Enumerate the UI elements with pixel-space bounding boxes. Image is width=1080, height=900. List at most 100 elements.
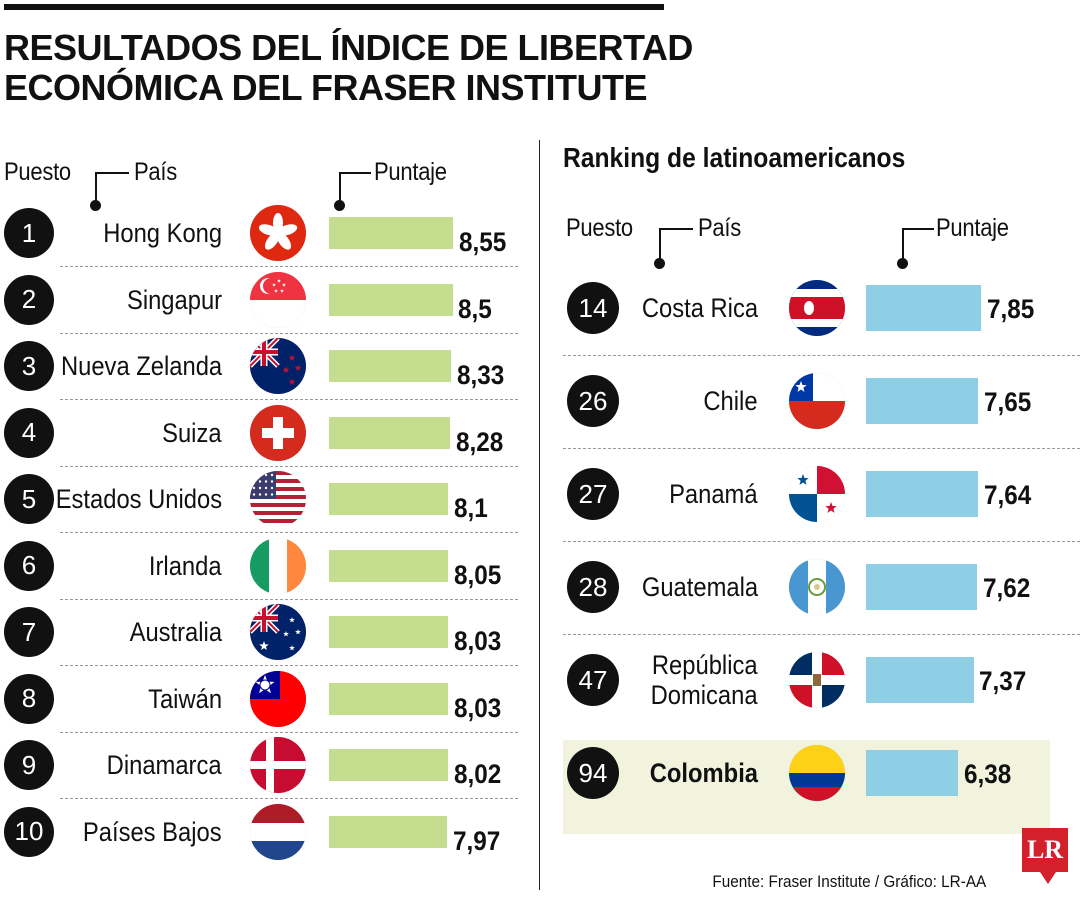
row-separator <box>563 447 1080 449</box>
country-label-line: Domicana <box>651 680 758 710</box>
row-separator <box>563 354 1080 356</box>
hong-kong-flag-icon <box>250 205 306 261</box>
right-country-leader-dot <box>654 258 665 269</box>
panama-flag-icon <box>789 466 845 522</box>
guatemala-flag-icon <box>789 559 845 615</box>
score-bar <box>329 616 448 648</box>
country-label: Panamá <box>669 479 758 509</box>
left-header-country: País <box>134 158 177 186</box>
rank-badge: 2 <box>4 274 54 325</box>
latam-ranking-title: Ranking de latinoamericanos <box>563 142 906 173</box>
score-value: 8,05 <box>453 559 502 590</box>
score-value: 8,1 <box>454 493 489 523</box>
row-separator <box>60 399 518 401</box>
taiwan-flag-icon <box>250 670 306 727</box>
source-credit: Fuente: Fraser Institute / Gráfico: LR-A… <box>712 872 986 891</box>
score-value: 8,03 <box>453 692 501 723</box>
score-bar <box>329 682 448 715</box>
rank-badge: 8 <box>4 673 54 724</box>
right-header-rank: Puesto <box>566 214 633 242</box>
score-bar <box>866 657 974 703</box>
right-score-leader-dot <box>897 258 908 269</box>
country-label: Dinamarca <box>107 750 222 780</box>
score-value: 7,62 <box>983 573 1031 603</box>
chile-flag-icon <box>789 373 845 429</box>
rank-badge: 4 <box>4 407 54 458</box>
lr-logo: LR <box>1022 828 1068 872</box>
score-bar <box>329 283 453 316</box>
left-country-leader-dot <box>90 200 101 211</box>
score-bar <box>329 749 448 781</box>
right-header-country: País <box>698 214 741 242</box>
title-line-1: RESULTADOS DEL ÍNDICE DE LIBERTAD <box>4 27 693 68</box>
row-separator <box>60 532 518 534</box>
score-value: 8,02 <box>453 759 501 789</box>
rank-badge: 94 <box>567 747 619 799</box>
right-header-score: Puntaje <box>936 214 1009 242</box>
country-label: Chile <box>703 386 758 416</box>
rank-badge: 1 <box>4 208 54 258</box>
score-value: 7,65 <box>983 387 1032 417</box>
row-separator <box>60 598 518 600</box>
score-bar <box>329 350 451 382</box>
row-separator <box>563 633 1080 635</box>
row-separator <box>60 266 518 268</box>
country-label: República Domicana <box>651 650 758 710</box>
usa-flag-icon <box>250 471 306 527</box>
score-value: 7,37 <box>979 666 1027 696</box>
score-bar <box>329 416 451 449</box>
score-value: 8,55 <box>459 227 507 257</box>
score-value: 8,5 <box>458 293 493 324</box>
score-value: 8,03 <box>453 626 501 656</box>
column-divider <box>539 140 540 890</box>
row-separator <box>60 465 518 467</box>
switzerland-flag-icon <box>250 404 306 461</box>
country-label: Hong Kong <box>103 218 222 248</box>
country-label: Nueva Zelanda <box>60 351 222 381</box>
row-separator <box>60 731 518 733</box>
country-label: Irlanda <box>149 550 222 581</box>
left-country-leader <box>95 172 129 204</box>
row-separator <box>60 665 518 667</box>
country-label: Costa Rica <box>641 293 758 323</box>
costa-rica-flag-icon <box>789 280 845 336</box>
left-header-score: Puntaje <box>374 158 447 186</box>
right-country-leader <box>659 228 693 262</box>
top-rule <box>4 4 664 10</box>
score-value: 8,33 <box>456 360 505 390</box>
lr-logo-tail <box>1040 872 1056 884</box>
rank-badge: 7 <box>4 607 54 657</box>
country-label: Taiwán <box>148 683 222 714</box>
dominican-republic-flag-icon <box>789 652 845 708</box>
score-bar <box>329 217 453 249</box>
new-zealand-flag-icon <box>250 338 306 394</box>
country-label: Suiza <box>162 417 222 448</box>
score-value: 6,38 <box>964 759 1012 789</box>
rank-badge: 3 <box>4 341 54 391</box>
left-header-rank: Puesto <box>4 158 71 186</box>
score-value: 7,97 <box>453 825 501 856</box>
left-score-leader <box>339 172 371 204</box>
rank-badge: 27 <box>567 468 619 520</box>
score-bar <box>866 378 978 424</box>
score-value: 7,64 <box>983 480 1032 510</box>
country-label: Estados Unidos <box>55 484 222 514</box>
netherlands-flag-icon <box>250 803 306 860</box>
score-bar <box>329 483 449 515</box>
country-label: Países Bajos <box>83 816 222 847</box>
country-label: Guatemala <box>641 572 758 602</box>
right-score-leader <box>902 228 934 262</box>
country-label: Australia <box>129 617 222 647</box>
rank-badge: 6 <box>4 540 54 591</box>
score-bar <box>866 285 981 331</box>
rank-badge: 14 <box>567 282 619 334</box>
denmark-flag-icon <box>250 737 306 793</box>
row-separator <box>60 332 518 334</box>
left-score-leader-dot <box>334 200 345 211</box>
score-bar <box>329 815 447 848</box>
row-separator <box>60 798 518 800</box>
title-line-2: ECONÓMICA DEL FRASER INSTITUTE <box>4 67 648 108</box>
country-label: Singapur <box>126 284 222 315</box>
page-title: RESULTADOS DEL ÍNDICE DE LIBERTAD ECONÓM… <box>4 28 704 108</box>
score-bar <box>866 750 958 796</box>
